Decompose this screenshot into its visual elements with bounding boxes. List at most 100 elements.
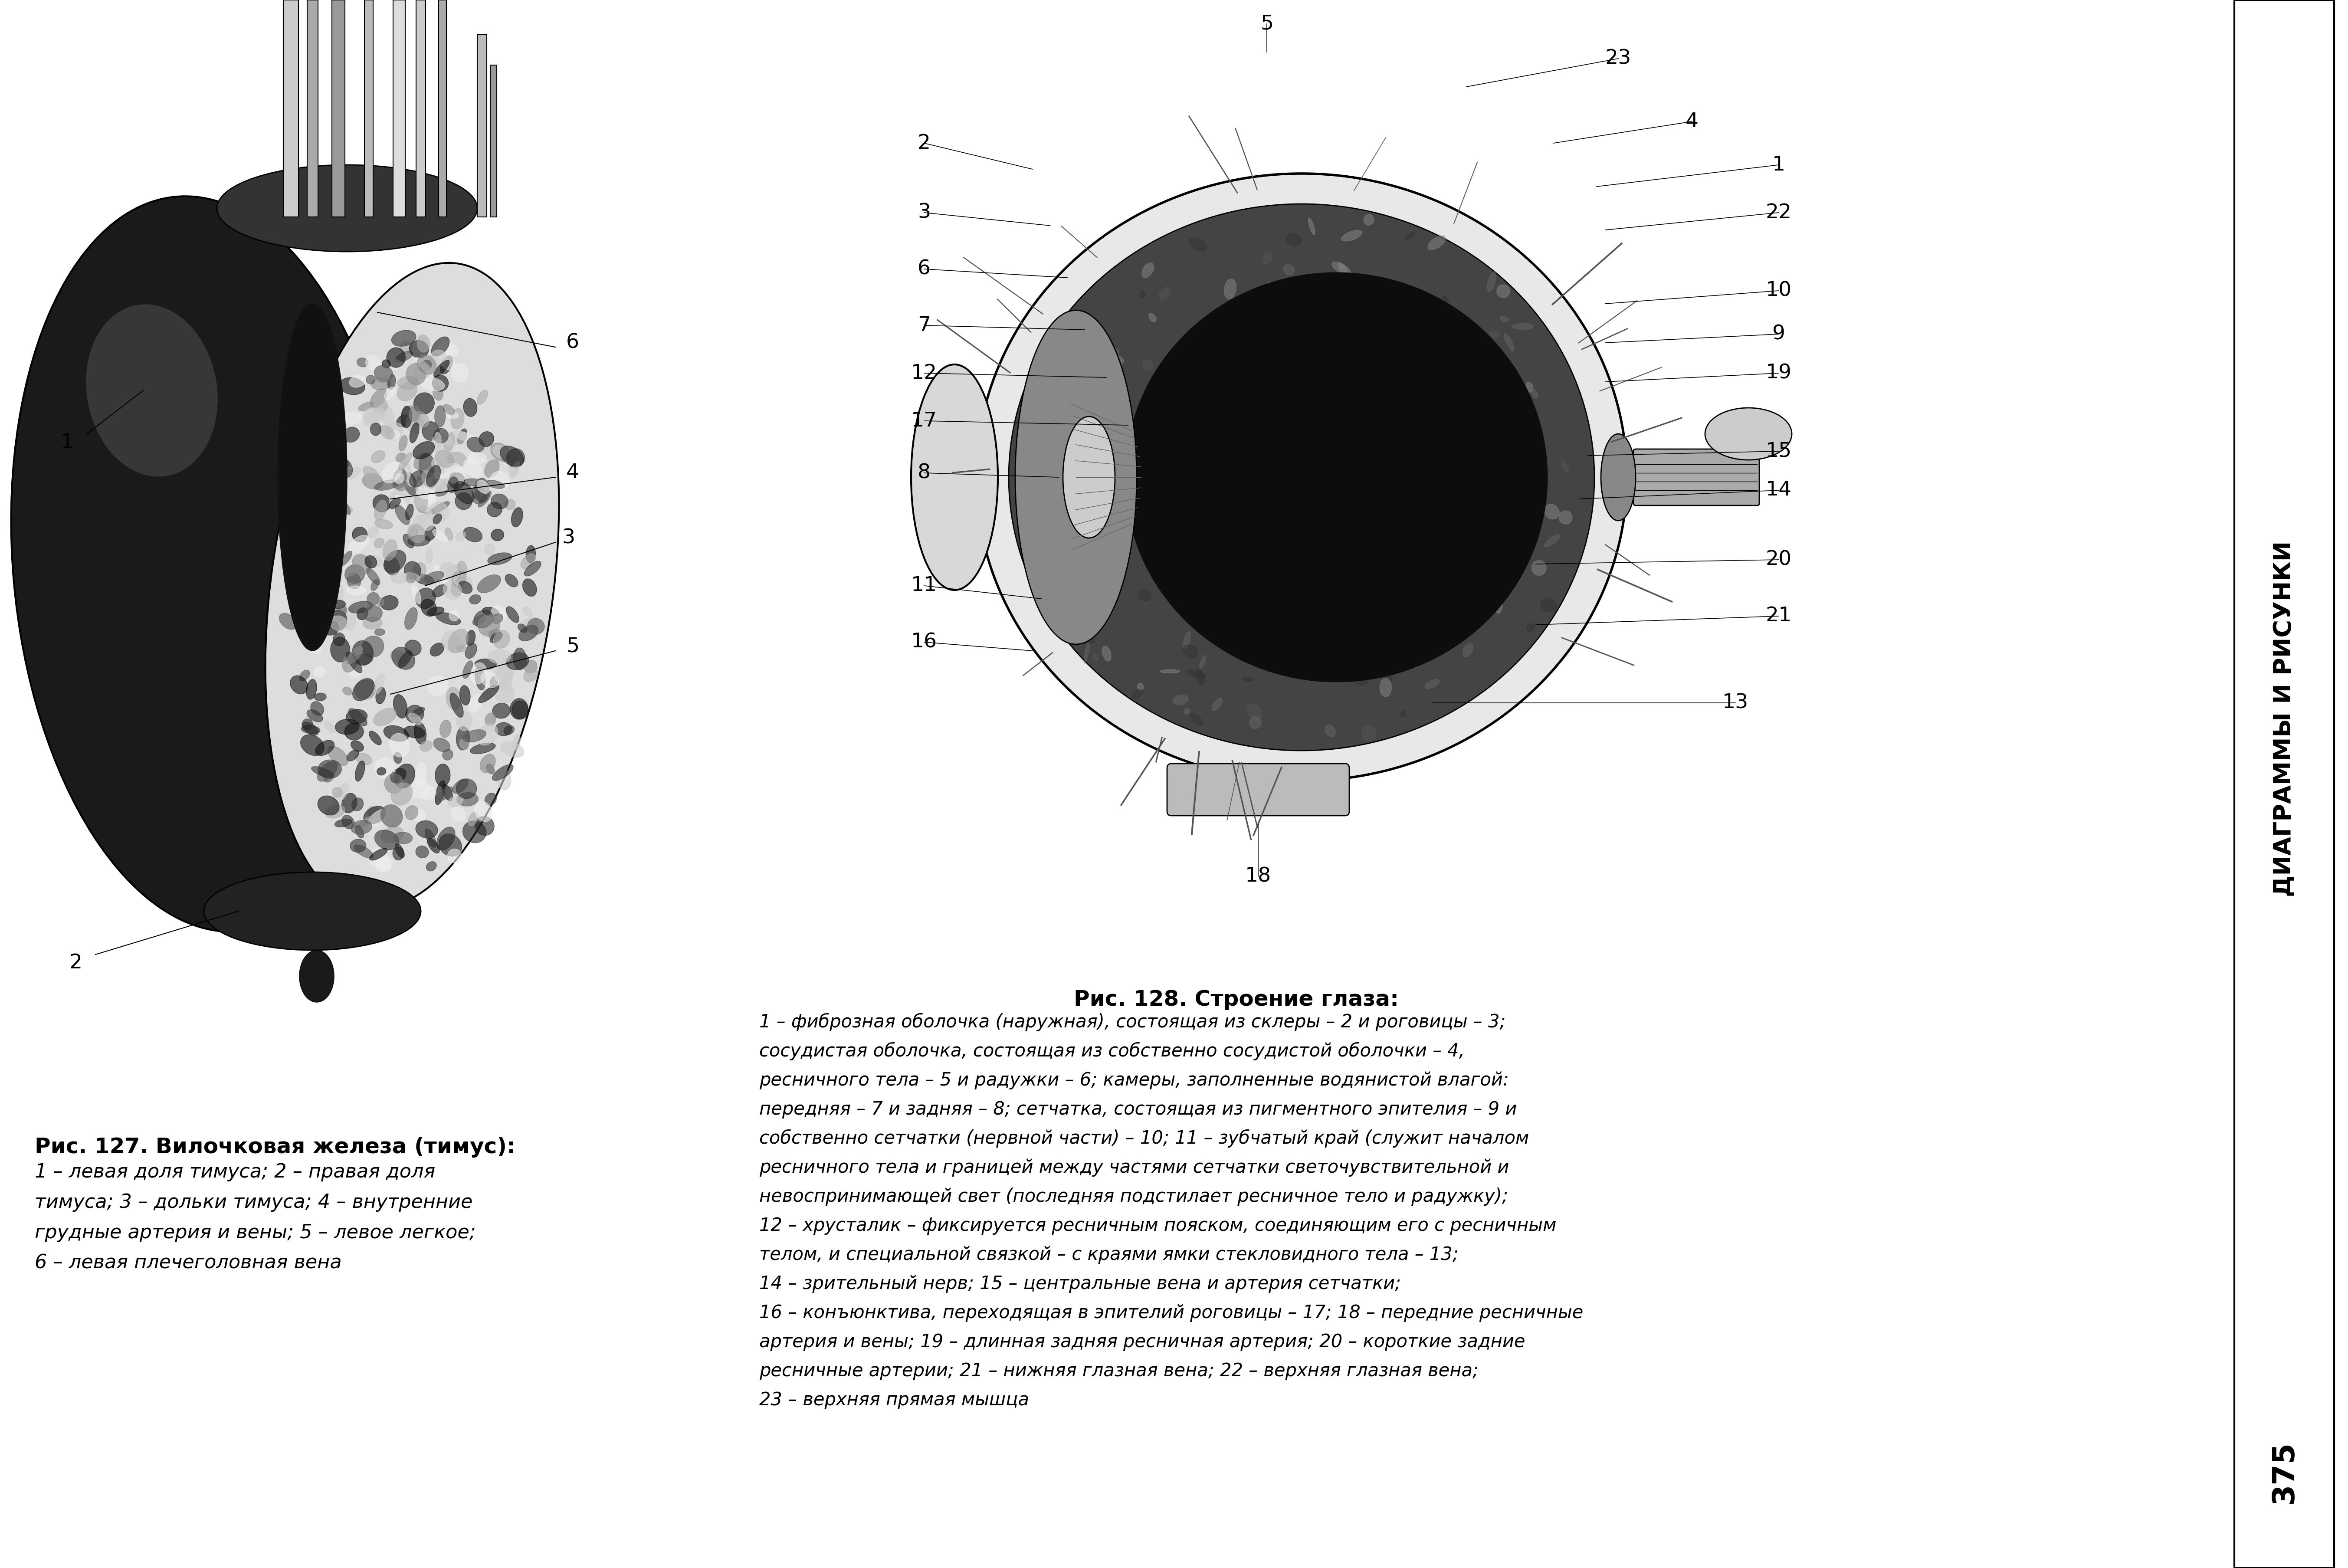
Ellipse shape	[303, 585, 315, 597]
Ellipse shape	[390, 768, 406, 782]
Ellipse shape	[500, 445, 524, 466]
Ellipse shape	[1028, 521, 1043, 535]
Ellipse shape	[430, 502, 448, 514]
Ellipse shape	[416, 478, 434, 499]
Ellipse shape	[458, 561, 467, 577]
Ellipse shape	[366, 356, 380, 370]
Text: 5: 5	[566, 637, 580, 657]
Ellipse shape	[385, 387, 394, 400]
Text: 18: 18	[1244, 867, 1270, 886]
Ellipse shape	[432, 585, 446, 597]
Ellipse shape	[1362, 318, 1371, 334]
Ellipse shape	[324, 771, 333, 782]
Ellipse shape	[378, 767, 385, 775]
Ellipse shape	[474, 666, 486, 690]
Ellipse shape	[409, 527, 418, 538]
Ellipse shape	[463, 729, 486, 742]
Ellipse shape	[319, 622, 336, 637]
Bar	[477, 34, 486, 216]
Ellipse shape	[411, 585, 420, 604]
Ellipse shape	[418, 511, 432, 524]
Text: 2: 2	[918, 133, 930, 154]
Ellipse shape	[291, 533, 305, 546]
Ellipse shape	[359, 817, 373, 828]
Ellipse shape	[524, 668, 538, 682]
Text: 375: 375	[2271, 1441, 2299, 1504]
Ellipse shape	[329, 616, 348, 630]
Ellipse shape	[441, 750, 453, 760]
Ellipse shape	[385, 773, 404, 793]
Bar	[308, 0, 317, 216]
Text: 3: 3	[918, 202, 930, 223]
Ellipse shape	[392, 478, 409, 491]
Ellipse shape	[460, 739, 470, 750]
Ellipse shape	[423, 786, 437, 800]
Ellipse shape	[1489, 554, 1500, 568]
Ellipse shape	[416, 358, 432, 376]
Ellipse shape	[399, 651, 411, 668]
Ellipse shape	[418, 336, 430, 353]
Ellipse shape	[456, 532, 465, 541]
Ellipse shape	[352, 641, 373, 665]
Ellipse shape	[467, 453, 486, 464]
Ellipse shape	[1148, 314, 1155, 321]
Ellipse shape	[416, 489, 427, 513]
Ellipse shape	[484, 544, 495, 555]
Ellipse shape	[1352, 670, 1369, 685]
Ellipse shape	[371, 580, 378, 591]
Ellipse shape	[87, 304, 218, 477]
Ellipse shape	[1235, 626, 1244, 635]
Ellipse shape	[427, 607, 444, 616]
Ellipse shape	[319, 494, 333, 511]
Ellipse shape	[317, 762, 338, 781]
Ellipse shape	[1223, 279, 1237, 299]
Ellipse shape	[470, 695, 484, 713]
Ellipse shape	[1425, 679, 1439, 688]
Ellipse shape	[1430, 408, 1444, 420]
Ellipse shape	[1179, 452, 1195, 467]
Ellipse shape	[1205, 535, 1212, 550]
Text: 22: 22	[1766, 202, 1792, 223]
Text: ресничного тела – 5 и радужки – 6; камеры, заполненные водянистой влагой:: ресничного тела – 5 и радужки – 6; камер…	[758, 1071, 1510, 1090]
Ellipse shape	[1038, 368, 1050, 384]
Ellipse shape	[397, 416, 409, 426]
Ellipse shape	[1561, 459, 1568, 474]
Ellipse shape	[1066, 334, 1071, 347]
Ellipse shape	[1479, 414, 1489, 430]
Ellipse shape	[1418, 655, 1425, 662]
Ellipse shape	[413, 364, 432, 378]
Ellipse shape	[364, 616, 383, 629]
Ellipse shape	[416, 845, 430, 858]
Ellipse shape	[420, 740, 432, 751]
Ellipse shape	[1174, 695, 1188, 706]
Ellipse shape	[512, 508, 524, 527]
Ellipse shape	[467, 812, 479, 826]
Ellipse shape	[324, 721, 336, 734]
Ellipse shape	[409, 406, 420, 422]
Ellipse shape	[364, 806, 385, 825]
Ellipse shape	[383, 726, 409, 742]
Ellipse shape	[514, 734, 521, 750]
Ellipse shape	[437, 787, 453, 801]
Ellipse shape	[434, 361, 448, 376]
Ellipse shape	[439, 342, 458, 356]
Ellipse shape	[303, 718, 312, 729]
Ellipse shape	[303, 715, 322, 729]
Ellipse shape	[317, 760, 340, 778]
Ellipse shape	[1350, 532, 1364, 538]
Text: 4: 4	[1686, 111, 1698, 132]
Ellipse shape	[1331, 619, 1341, 627]
Ellipse shape	[495, 768, 512, 790]
Ellipse shape	[1139, 292, 1146, 298]
Ellipse shape	[397, 383, 418, 401]
Ellipse shape	[505, 726, 514, 735]
Ellipse shape	[301, 726, 319, 734]
Ellipse shape	[491, 629, 502, 640]
Bar	[439, 0, 446, 216]
Text: 14: 14	[1766, 480, 1792, 500]
Ellipse shape	[1374, 480, 1381, 492]
Ellipse shape	[479, 754, 495, 773]
Ellipse shape	[1031, 527, 1035, 535]
Ellipse shape	[406, 364, 425, 384]
Ellipse shape	[507, 448, 524, 467]
